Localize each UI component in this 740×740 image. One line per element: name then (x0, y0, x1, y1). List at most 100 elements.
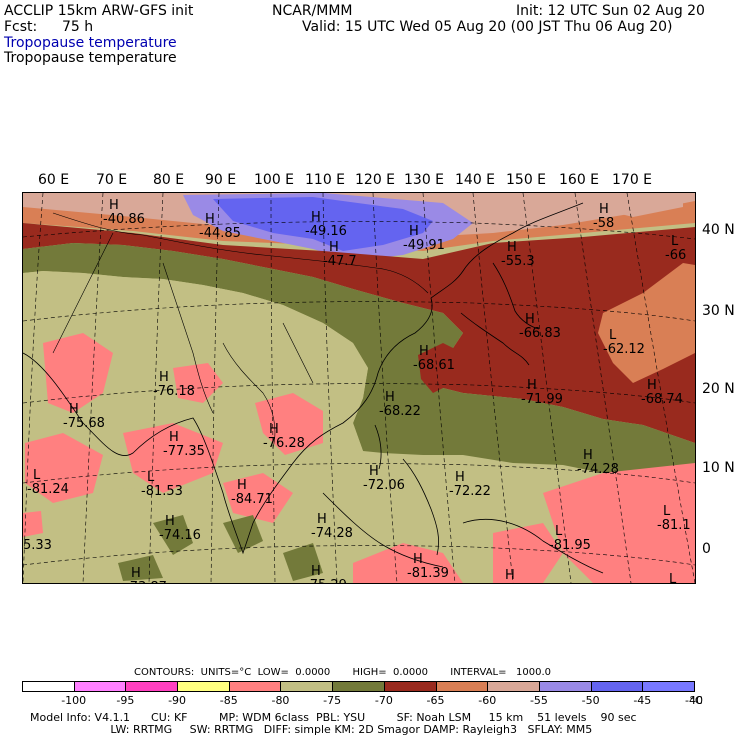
extremum-letter: L (671, 234, 679, 249)
extremum-value: -68.74 (641, 392, 683, 407)
extremum-letter: H (159, 370, 169, 385)
extremum-value: -47.7 (323, 254, 357, 269)
extremum-value: -68.22 (379, 404, 421, 419)
latitude-label: 20 N (702, 381, 735, 397)
legend-swatch (332, 681, 385, 692)
extremum-letter: H (311, 564, 321, 579)
extremum-value: -49.16 (305, 224, 347, 239)
legend-tick-label: -50 (581, 694, 600, 707)
legend-tick-label: -95 (116, 694, 135, 707)
legend-tick-label: -45 (633, 694, 652, 707)
legend-swatch (590, 681, 644, 692)
extremum-value: -72.22 (449, 484, 491, 499)
extremum-value: -58 (593, 216, 614, 231)
extremum-letter: H (419, 344, 429, 359)
legend-swatch (435, 681, 489, 692)
legend-swatch (228, 681, 282, 692)
field-band-minus45 (213, 197, 433, 251)
extremum-letter: H (69, 402, 79, 417)
extremum-value: 5.33 (23, 538, 52, 553)
forecast-hour: 75 h (62, 19, 94, 35)
extremum-letter: H (165, 514, 175, 529)
extremum-letter: L (555, 524, 563, 539)
longitude-label: 150 E (506, 172, 547, 188)
longitude-label: 60 E (38, 172, 70, 188)
extremum-letter: H (527, 378, 537, 393)
center-name: NCAR/MMM (272, 3, 353, 19)
field-patches-minus70 (118, 515, 323, 581)
extremum-letter: H (455, 470, 465, 485)
extremum-value: -74.16 (159, 528, 201, 543)
legend-tick-label: -80 (271, 694, 290, 707)
extremum-letter: L (147, 470, 155, 485)
extremum-value: -81.39 (407, 566, 449, 581)
latitude-label: 0 (702, 541, 711, 557)
legend-tick-label: -40 (685, 694, 703, 707)
extremum-value: -66.83 (519, 326, 561, 341)
extremum-letter: H (317, 512, 327, 527)
extremum-value: -62.12 (603, 342, 645, 357)
field-band-minus65 (23, 223, 695, 443)
extremum-value: -76.18 (153, 384, 195, 399)
contours-info: CONTOURS: UNITS=°C LOW= 0.0000 HIGH= 0.0… (134, 667, 552, 678)
field-band-minus55-east (583, 193, 683, 217)
legend-swatch (538, 681, 592, 692)
extremum-value: -66 (665, 248, 686, 263)
extremum-letter: H (413, 552, 423, 567)
extremum-value: -76.28 (263, 436, 305, 451)
extremum-letter: H (507, 240, 517, 255)
extremum-value: -74.28 (577, 462, 619, 477)
legend-swatch (642, 681, 695, 692)
legend-tick-label: -100 (61, 694, 87, 707)
model-title: ACCLIP 15km ARW-GFS init (4, 3, 194, 19)
extremum-letter: H (525, 312, 535, 327)
extremum-letter: H (237, 478, 247, 493)
longitude-label: 120 E (355, 172, 396, 188)
legend-tick-label: -70 (374, 694, 393, 707)
extremum-letter: H (329, 240, 339, 255)
valid-time: Valid: 15 UTC Wed 05 Aug 20 (00 JST Thu … (302, 19, 673, 35)
legend-tick-label: -65 (426, 694, 445, 707)
extremum-value: -44.85 (199, 226, 241, 241)
model-info-line-2: LW: RRTMG SW: RRTMG DIFF: simple KM: 2D … (30, 723, 593, 736)
extremum-value: -75.68 (63, 416, 105, 431)
extremum-letter: H (583, 448, 593, 463)
extremum-letter: H (647, 378, 657, 393)
legend-swatch (280, 681, 334, 692)
graticule (23, 193, 695, 583)
latitude-label: 40 N (702, 222, 735, 238)
extremum-letter: H (205, 212, 215, 227)
longitude-label: 80 E (153, 172, 185, 188)
latitude-label: 30 N (702, 303, 735, 319)
extremum-letter: H (369, 464, 379, 479)
extremum-value: -76.13 (499, 582, 541, 583)
longitude-label: 140 E (455, 172, 496, 188)
field-band-minus70 (23, 243, 695, 493)
field-title-2: Tropopause temperature (4, 50, 177, 66)
extremum-letter: H (409, 224, 419, 239)
extremum-value: -73.87 (125, 580, 167, 583)
init-time: Init: 12 UTC Sun 02 Aug 20 (516, 3, 705, 19)
longitude-label: 110 E (305, 172, 346, 188)
extremum-value: -68.61 (413, 358, 455, 373)
extrema-labels: H-40.86 H-44.85H-49.16H-47.7H-49.91H-58H-… (23, 198, 691, 583)
extremum-value: -81.95 (549, 538, 591, 553)
longitude-label: 170 E (612, 172, 653, 188)
legend-tick-label: -85 (219, 694, 238, 707)
extremum-letter: H (131, 566, 141, 581)
map-canvas: H-40.86 H-44.85H-49.16H-47.7H-49.91H-58H-… (23, 193, 695, 583)
legend-swatch (383, 681, 437, 692)
extremum-value: -40.86 (103, 212, 145, 227)
field-inset-minus60 (598, 263, 695, 383)
extremum-value: -55.3 (501, 254, 535, 269)
legend-tick-label: -90 (168, 694, 187, 707)
color-legend (22, 681, 695, 693)
extremum-value: -81.1 (657, 518, 691, 533)
longitude-label: 160 E (559, 172, 600, 188)
extremum-letter: H (311, 210, 321, 225)
extremum-value: -75.29 (305, 578, 347, 583)
extremum-letter: H (109, 198, 119, 213)
extremum-value: -71.99 (521, 392, 563, 407)
longitude-label: 100 E (254, 172, 295, 188)
longitude-label: 70 E (96, 172, 128, 188)
